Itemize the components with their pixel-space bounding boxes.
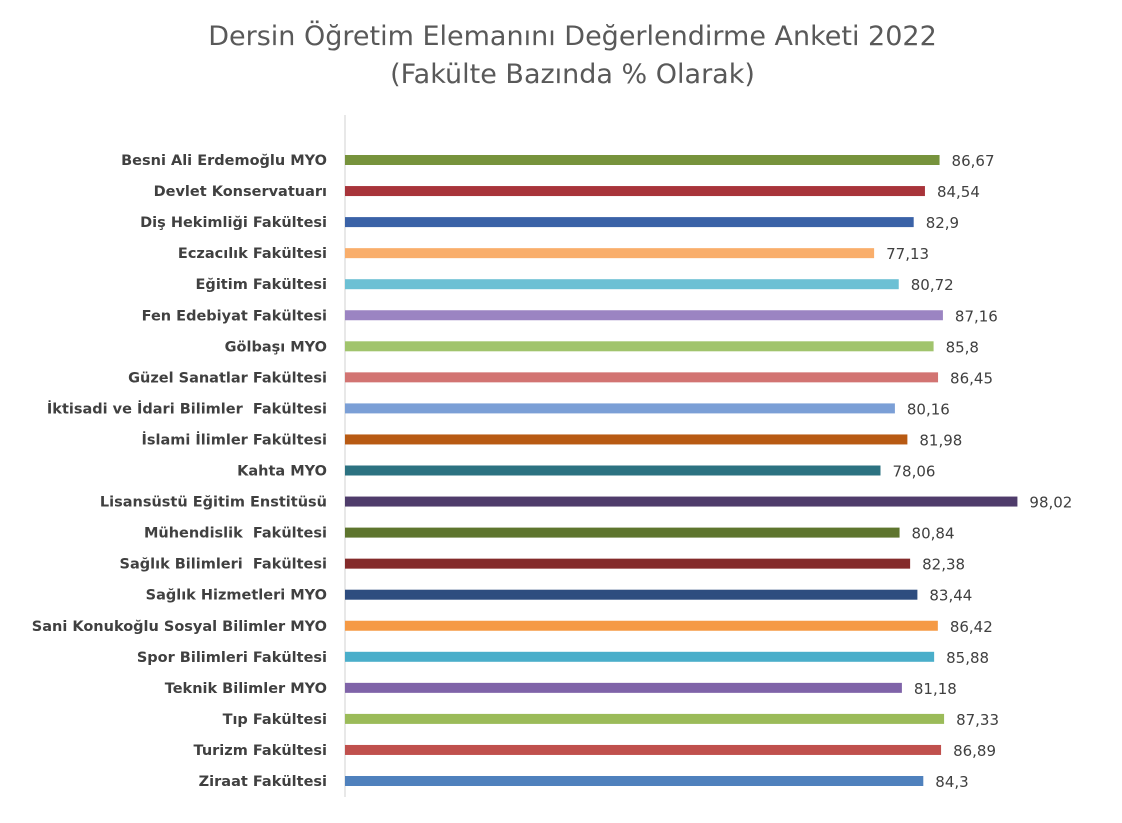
bar-group: [345, 155, 1018, 786]
category-label: Kahta MYO: [237, 464, 327, 480]
data-label: 86,67: [952, 152, 995, 170]
value-label-group: 86,6784,5482,977,1380,7287,1685,886,4580…: [886, 152, 1072, 791]
category-label: İslami İlimler Fakültesi: [142, 431, 328, 448]
bar: [345, 527, 900, 538]
bar: [345, 682, 902, 693]
data-label: 98,02: [1029, 494, 1072, 512]
data-label: 86,42: [950, 618, 993, 636]
bar: [345, 341, 934, 352]
category-label: Gölbaşı MYO: [225, 339, 327, 355]
data-label: 82,38: [922, 556, 965, 574]
data-label: 84,54: [937, 183, 980, 201]
category-label-group: Besni Ali Erdemoğlu MYO Devlet Konservatu…: [32, 153, 327, 790]
category-label: Besni Ali Erdemoğlu MYO: [121, 153, 327, 169]
bar: [345, 403, 895, 414]
category-label: Eğitim Fakültesi: [196, 277, 327, 293]
category-label: Sağlık Hizmetleri MYO: [146, 588, 327, 604]
bar: [345, 589, 918, 600]
bar: [345, 465, 881, 476]
bar: [345, 620, 938, 631]
data-label: 77,13: [886, 245, 929, 263]
bar: [345, 713, 945, 724]
category-label: Eczacılık Fakültesi: [178, 246, 327, 262]
category-label: Diş Hekimliği Fakültesi: [140, 215, 327, 231]
data-label: 80,16: [907, 400, 950, 418]
data-label: 78,06: [892, 463, 935, 481]
data-label: 82,9: [926, 214, 959, 232]
bar: [345, 651, 935, 662]
category-label: Ziraat Fakültesi: [199, 774, 327, 790]
data-label: 87,16: [955, 307, 998, 325]
bar: [345, 744, 942, 755]
category-label: Spor Bilimleri Fakültesi: [137, 650, 327, 666]
bar: [345, 248, 875, 259]
category-label: Devlet Konservatuarı: [154, 184, 327, 200]
bar: [345, 434, 908, 445]
bar: [345, 496, 1018, 507]
bar: [345, 217, 914, 228]
category-label: Teknik Bilimler MYO: [165, 681, 327, 697]
data-label: 81,98: [919, 431, 962, 449]
data-label: 87,33: [956, 711, 999, 729]
category-label: Mühendislik Fakültesi: [144, 526, 327, 542]
bar: [345, 155, 940, 165]
data-label: 84,3: [935, 773, 968, 791]
chart-title-block: Dersin Öğretim Elemanını Değerlendirme A…: [0, 18, 1122, 94]
category-label: Sani Konukoğlu Sosyal Bilimler MYO: [32, 619, 327, 635]
category-label: Güzel Sanatlar Fakültesi: [128, 370, 327, 386]
data-label: 85,88: [946, 649, 989, 667]
data-label: 85,8: [946, 338, 979, 356]
data-label: 83,44: [929, 587, 972, 605]
bar: [345, 279, 899, 290]
data-label: 86,45: [950, 369, 993, 387]
chart-subtitle: (Fakülte Bazında % Olarak): [390, 59, 755, 90]
data-label: 80,84: [912, 525, 955, 543]
category-label: Lisansüstü Eğitim Enstitüsü: [100, 495, 327, 511]
bar: [345, 310, 943, 321]
chart-title: Dersin Öğretim Elemanını Değerlendirme A…: [208, 21, 937, 52]
bar: [345, 372, 939, 383]
bar: [345, 558, 911, 569]
category-label: Tıp Fakültesi: [223, 712, 327, 728]
category-label: Fen Edebiyat Fakültesi: [142, 308, 327, 324]
bar: [345, 776, 924, 786]
category-label: Turizm Fakültesi: [194, 743, 327, 759]
bar: [345, 186, 925, 197]
data-label: 86,89: [953, 742, 996, 760]
data-label: 81,18: [914, 680, 957, 698]
data-label: 80,72: [911, 276, 954, 294]
category-label: Sağlık Bilimleri Fakültesi: [120, 557, 327, 573]
category-label: İktisadi ve İdari Bilimler Fakültesi: [47, 400, 327, 417]
